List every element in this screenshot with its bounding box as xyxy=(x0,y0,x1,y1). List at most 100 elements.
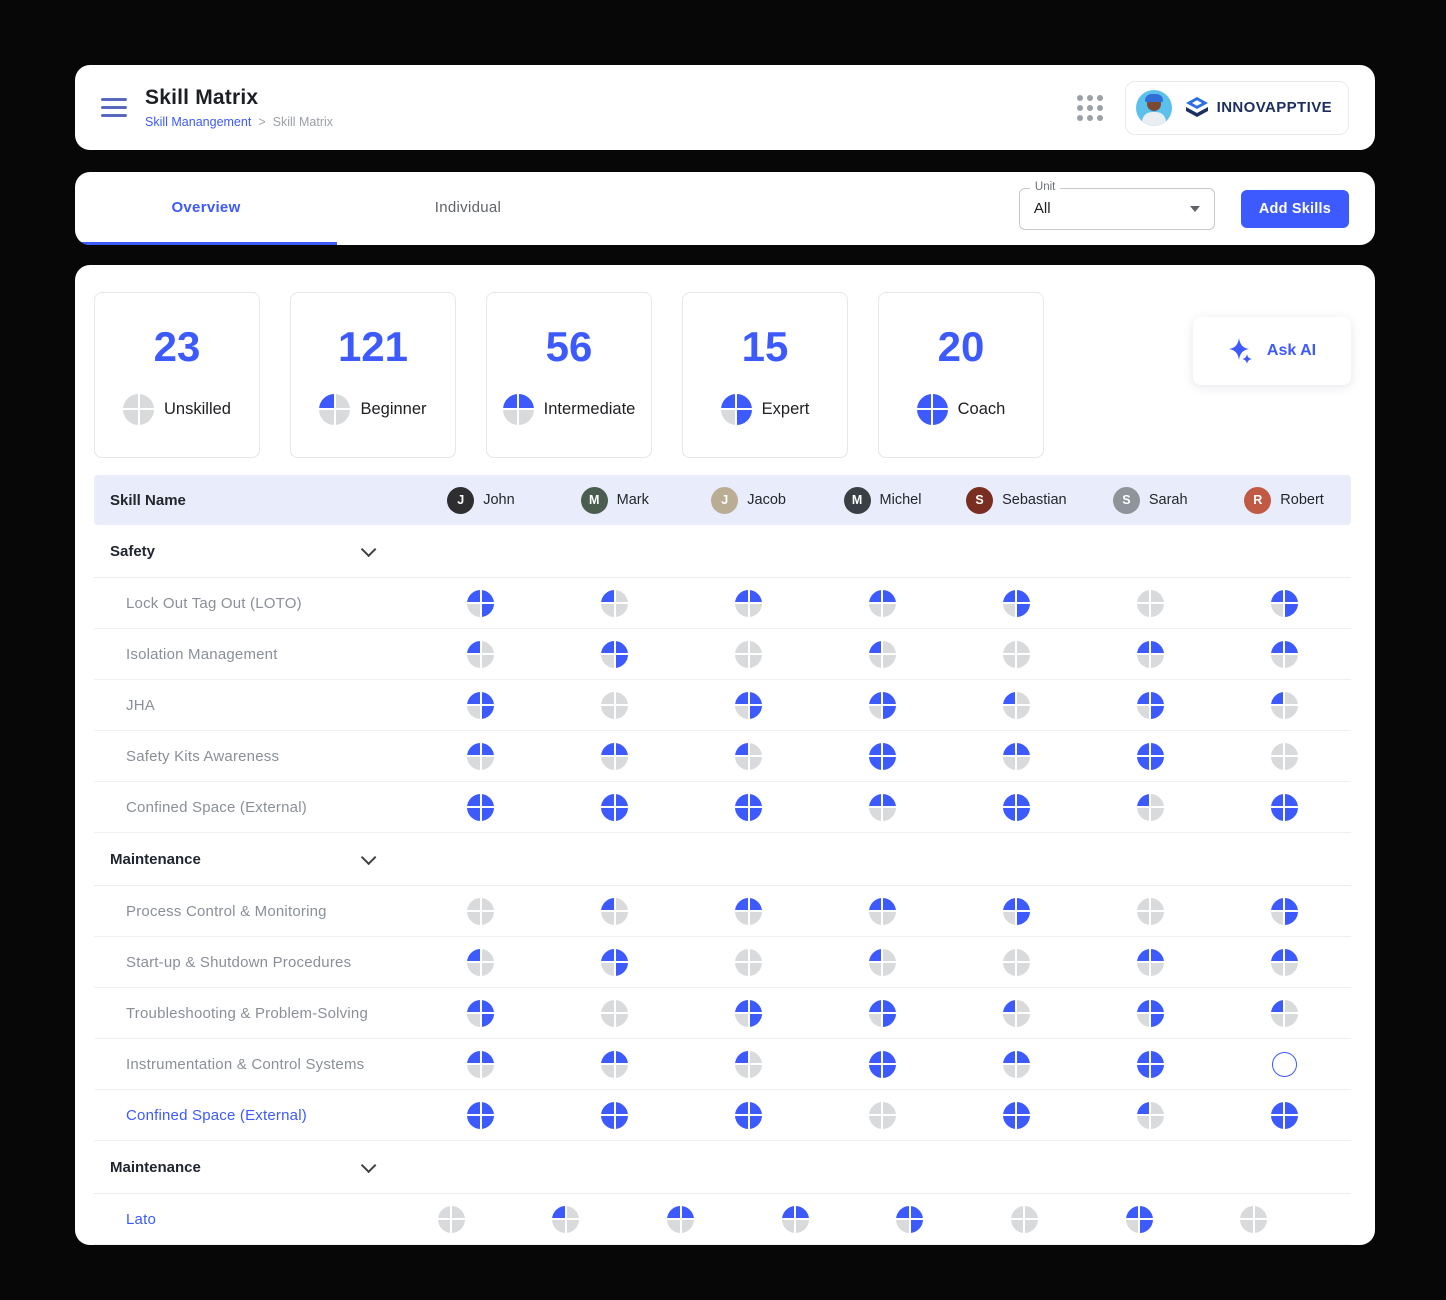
skill-level-cell xyxy=(1217,999,1351,1027)
skill-name-label: Confined Space (External) xyxy=(126,798,307,816)
skill-name-link[interactable]: Lato xyxy=(126,1210,156,1228)
skill-level-pie-icon xyxy=(123,393,155,425)
skill-level-pie-icon xyxy=(1136,691,1164,719)
section-name: Maintenance xyxy=(110,1158,201,1176)
skill-level-pie-icon xyxy=(1125,1205,1153,1233)
skill-level-pie-icon xyxy=(601,1101,629,1129)
stat-label-row: Intermediate xyxy=(502,393,635,425)
skill-level-pie-icon xyxy=(868,1101,896,1129)
stat-value: 56 xyxy=(545,322,593,370)
stat-value: 20 xyxy=(937,322,985,370)
apps-grid-icon[interactable] xyxy=(1076,94,1103,121)
stat-value: 121 xyxy=(337,322,409,370)
chevron-down-icon[interactable] xyxy=(360,849,377,865)
skill-level-cell xyxy=(1217,1051,1351,1077)
skill-level-pie-icon xyxy=(1002,1050,1030,1078)
skill-level-cell xyxy=(1217,640,1351,668)
person-name: Mark xyxy=(616,492,649,508)
person-avatar: J xyxy=(447,486,475,514)
person-avatar: J xyxy=(711,486,739,514)
skill-level-cell xyxy=(414,691,548,719)
skill-level-cell xyxy=(1083,1050,1217,1078)
ask-ai-button[interactable]: Ask AI xyxy=(1193,317,1351,385)
stat-card-expert: 15 Expert xyxy=(682,292,848,458)
section-header-safety[interactable]: Safety xyxy=(94,525,1351,578)
skill-level-cell xyxy=(949,589,1083,617)
table-row: Confined Space (External) xyxy=(94,782,1351,833)
table-row: Instrumentation & Control Systems xyxy=(94,1039,1351,1090)
skill-level-pie-icon xyxy=(601,948,629,976)
stats-row: 23 Unskilled 121 Beginner 56 Intermediate 15 Ex… xyxy=(94,292,1351,458)
skill-level-cell xyxy=(548,948,682,976)
skill-level-cell xyxy=(414,793,548,821)
section-header-maintenance[interactable]: Maintenance xyxy=(94,833,1351,886)
skill-level-pie-icon xyxy=(735,589,763,617)
skill-level-pie-icon xyxy=(601,999,629,1027)
tab-overview[interactable]: Overview xyxy=(75,172,337,245)
person-avatar: S xyxy=(966,486,994,514)
skill-level-pie-icon xyxy=(601,589,629,617)
skill-level-pie-icon xyxy=(1136,948,1164,976)
add-skills-button[interactable]: Add Skills xyxy=(1240,189,1349,228)
skill-level-pie-icon xyxy=(916,393,948,425)
skill-level-cell xyxy=(816,1101,950,1129)
skill-level-pie-icon xyxy=(735,691,763,719)
skill-level-pie-icon xyxy=(735,1050,763,1078)
stat-label-row: Expert xyxy=(720,393,809,425)
skill-level-cell xyxy=(414,589,548,617)
skill-level-pie-icon xyxy=(1002,691,1030,719)
skill-level-pie-icon xyxy=(868,948,896,976)
skill-name-link[interactable]: Confined Space (External) xyxy=(126,1106,307,1124)
skill-level-cell xyxy=(682,897,816,925)
user-avatar[interactable] xyxy=(1135,89,1172,126)
skill-level-pie-icon xyxy=(1002,999,1030,1027)
skill-level-pie-icon xyxy=(1136,742,1164,770)
account-brand-pill[interactable]: INNOVAPPTIVE xyxy=(1124,80,1349,135)
person-name: Jacob xyxy=(747,492,786,508)
breadcrumb-parent-link[interactable]: Skill Manangement xyxy=(145,115,252,129)
skill-level-pie-icon xyxy=(319,393,351,425)
chevron-down-icon[interactable] xyxy=(360,541,377,557)
breadcrumb: Skill Manangement > Skill Matrix xyxy=(145,115,333,129)
skill-level-pie-icon xyxy=(1136,1101,1164,1129)
skill-level-cell xyxy=(682,640,816,668)
skill-level-pie-icon xyxy=(601,793,629,821)
skill-name-label: Isolation Management xyxy=(126,645,278,663)
breadcrumb-current: Skill Matrix xyxy=(272,115,334,129)
skill-level-cell xyxy=(1217,897,1351,925)
skill-level-cell xyxy=(548,1101,682,1129)
chevron-down-icon[interactable] xyxy=(360,1157,377,1173)
chevron-down-icon xyxy=(1189,205,1200,212)
stat-card-unskilled: 23 Unskilled xyxy=(94,292,260,458)
person-column-header-michel: M Michel xyxy=(816,486,950,514)
stat-label-row: Coach xyxy=(916,393,1005,425)
tab-individual[interactable]: Individual xyxy=(434,198,502,216)
stat-label: Unskilled xyxy=(164,399,231,418)
title-block: Skill Matrix Skill Manangement > Skill M… xyxy=(145,86,333,129)
skill-level-cell xyxy=(682,742,816,770)
stat-value: 23 xyxy=(153,322,201,370)
unit-filter-select[interactable]: Unit All xyxy=(1018,180,1215,230)
skill-level-cell xyxy=(1217,691,1351,719)
table-row: Lock Out Tag Out (LOTO) xyxy=(94,578,1351,629)
skill-level-cell xyxy=(414,1101,548,1129)
table-row: Confined Space (External) xyxy=(94,1090,1351,1141)
skill-level-pie-icon xyxy=(601,640,629,668)
person-name: Michel xyxy=(879,492,922,508)
person-name: Sarah xyxy=(1148,492,1188,508)
skill-level-cell xyxy=(949,742,1083,770)
skill-level-pie-icon xyxy=(868,640,896,668)
skill-level-pie-icon xyxy=(1270,948,1298,976)
section-header-maintenance[interactable]: Maintenance xyxy=(94,1141,1351,1194)
skill-level-cell xyxy=(816,999,950,1027)
person-column-header-sarah: S Sarah xyxy=(1083,486,1217,514)
skill-level-pie-icon xyxy=(735,640,763,668)
skill-level-cell xyxy=(949,691,1083,719)
skill-level-pie-icon xyxy=(601,1050,629,1078)
skill-level-pie-icon xyxy=(1270,1101,1298,1129)
hamburger-menu-icon[interactable] xyxy=(101,98,127,117)
skill-level-cell xyxy=(949,999,1083,1027)
skill-level-pie-icon xyxy=(868,793,896,821)
skill-level-cell xyxy=(1217,589,1351,617)
skill-level-pie-icon xyxy=(1002,897,1030,925)
